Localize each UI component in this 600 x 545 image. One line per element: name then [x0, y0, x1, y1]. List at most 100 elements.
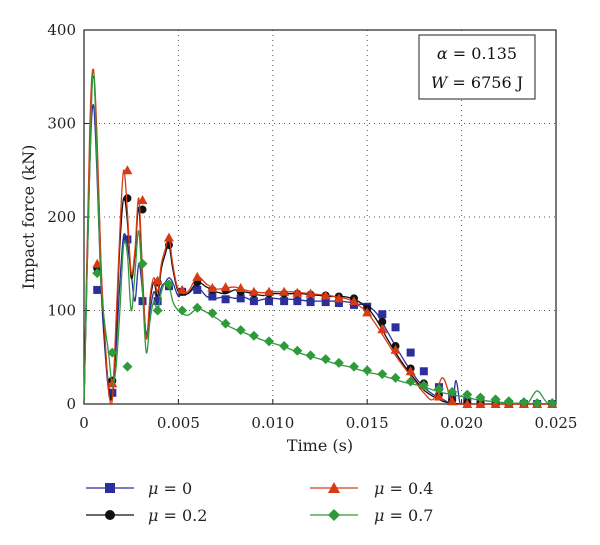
x-tick-label: 0.015 [346, 414, 389, 432]
data-point [447, 396, 458, 406]
data-point [235, 325, 246, 336]
data-point [153, 297, 162, 306]
data-point [177, 284, 188, 294]
data-point [279, 286, 290, 296]
legend-mu-value: = 0 [158, 479, 192, 498]
annotation-box: α = 0.135 W = 6756 J [418, 34, 536, 100]
data-point [292, 345, 303, 356]
data-point [192, 302, 203, 313]
legend-marker-circle [105, 510, 115, 520]
y-tick-label: 200 [47, 208, 76, 226]
data-point [138, 205, 147, 214]
series-2 [83, 68, 558, 408]
axis-ticks: 0 0.005 0.010 0.015 0.020 0.025 0 100 200 300 400 [47, 21, 577, 432]
data-point [193, 285, 202, 294]
data-point [220, 318, 231, 329]
x-tick-label: 0.005 [157, 414, 200, 432]
annotation-energy: W = 6756 J [431, 73, 523, 92]
x-tick-label: 0.010 [251, 414, 294, 432]
annotation-alpha: α = 0.135 [437, 44, 517, 63]
data-point [236, 294, 245, 303]
data-point [462, 389, 473, 400]
data-point [447, 386, 458, 397]
data-point [248, 286, 259, 296]
data-point [406, 348, 415, 357]
data-point [433, 391, 444, 401]
data-point [462, 399, 473, 408]
legend: μ = 0 μ = 0.2 μ = 0.4 μ = 0.7 [86, 479, 433, 525]
data-point [280, 297, 289, 306]
data-point [475, 392, 486, 403]
data-point [377, 369, 388, 380]
data-point [320, 290, 331, 300]
annotation-alpha-value: = 0.135 [448, 44, 517, 63]
y-tick-label: 0 [66, 395, 76, 413]
legend-marker-square [105, 483, 115, 493]
legend-item-mu-0.7: μ = 0.7 [310, 506, 433, 525]
data-point [92, 268, 103, 279]
series-layer [83, 68, 558, 409]
x-tick-label: 0.020 [440, 414, 483, 432]
data-point [377, 324, 388, 334]
data-point [221, 295, 230, 304]
x-tick-label: 0.025 [535, 414, 578, 432]
data-point [532, 398, 543, 409]
data-point [207, 283, 218, 293]
data-point [207, 308, 218, 319]
y-tick-label: 300 [47, 115, 76, 133]
data-point [348, 296, 359, 306]
data-point [152, 275, 163, 285]
legend-item-mu-0.2: μ = 0.2 [86, 506, 207, 525]
legend-mu-symbol: μ [148, 506, 158, 525]
x-tick-label: 0 [79, 414, 89, 432]
data-point [107, 347, 118, 358]
data-point [321, 298, 330, 307]
data-point [152, 305, 163, 316]
annotation-energy-value: = 6756 J [447, 73, 523, 92]
legend-marker-diamond [328, 509, 340, 521]
legend-mu-value: = 0.7 [384, 506, 433, 525]
data-point [177, 305, 188, 316]
legend-item-mu-0.4: μ = 0.4 [310, 479, 433, 498]
data-point [235, 283, 246, 293]
data-point [547, 398, 558, 409]
data-point [405, 366, 416, 376]
annotation-alpha-symbol: α [437, 44, 448, 63]
legend-mu-symbol: μ [374, 506, 384, 525]
data-point [348, 361, 359, 372]
legend-item-mu-0: μ = 0 [86, 479, 192, 498]
x-axis-label: Time (s) [287, 436, 353, 455]
data-point [419, 367, 428, 376]
data-point [208, 292, 217, 301]
data-point [362, 365, 373, 376]
y-axis-label: Impact force (kN) [19, 145, 38, 290]
data-point [292, 287, 303, 297]
data-point [248, 330, 259, 341]
data-point [418, 380, 429, 391]
data-point [220, 282, 231, 292]
legend-label-mu-0: μ = 0 [148, 479, 192, 498]
legend-label-mu-0.7: μ = 0.7 [374, 506, 433, 525]
data-point [333, 293, 344, 303]
data-point [391, 323, 400, 332]
legend-mu-symbol: μ [148, 479, 158, 498]
data-point [265, 297, 274, 306]
data-point [123, 194, 132, 203]
data-point [334, 299, 343, 308]
annotation-frame [418, 34, 536, 100]
data-point [305, 350, 316, 361]
data-point [293, 297, 302, 306]
data-point [405, 376, 416, 387]
legend-label-mu-0.2: μ = 0.2 [148, 506, 207, 525]
data-point [93, 285, 102, 294]
data-point [305, 288, 316, 298]
y-tick-label: 400 [47, 21, 76, 39]
legend-mu-value: = 0.2 [158, 506, 207, 525]
data-point [518, 397, 529, 408]
legend-marker-triangle [328, 482, 340, 493]
data-point [433, 384, 444, 395]
grid [84, 30, 556, 404]
series-3 [83, 71, 558, 409]
data-point [163, 279, 174, 290]
